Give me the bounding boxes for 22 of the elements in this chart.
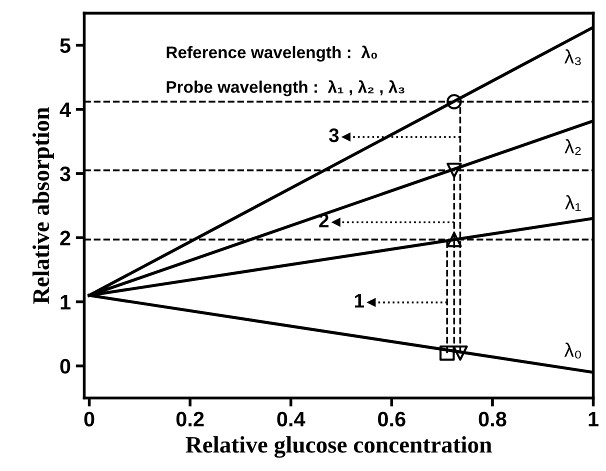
y-tick-label: 4 (60, 102, 71, 117)
annotation: 1 (354, 294, 364, 308)
annotation: λ₂ (564, 139, 581, 155)
x-axis-title: Relative glucose concentration (186, 436, 492, 458)
y-axis-title: Relative absorption (32, 107, 54, 304)
annotation: Reference wavelength : λ₀ (166, 46, 377, 62)
x-tick-label: 0.8 (478, 412, 506, 426)
annotation: λ₀ (564, 342, 581, 359)
x-tick-label: 1 (588, 412, 598, 426)
annotation: 3 (329, 128, 339, 142)
x-tick-label: 0.4 (277, 412, 306, 426)
annotation: λ₁ (565, 195, 581, 211)
y-tick-label: 2 (60, 230, 70, 246)
y-tick-label: 3 (60, 166, 70, 182)
y-tick-label: 0 (60, 358, 70, 374)
y-tick-label: 5 (60, 38, 70, 54)
x-tick-label: 0.2 (176, 412, 204, 426)
annotation: Probe wavelength : λ₁ , λ₂ , λ₃ (166, 80, 404, 96)
x-tick-label: 0 (84, 412, 94, 426)
annotation: λ₃ (564, 49, 581, 66)
x-tick-label: 0.6 (378, 412, 406, 426)
y-tick-label: 1 (60, 295, 70, 310)
